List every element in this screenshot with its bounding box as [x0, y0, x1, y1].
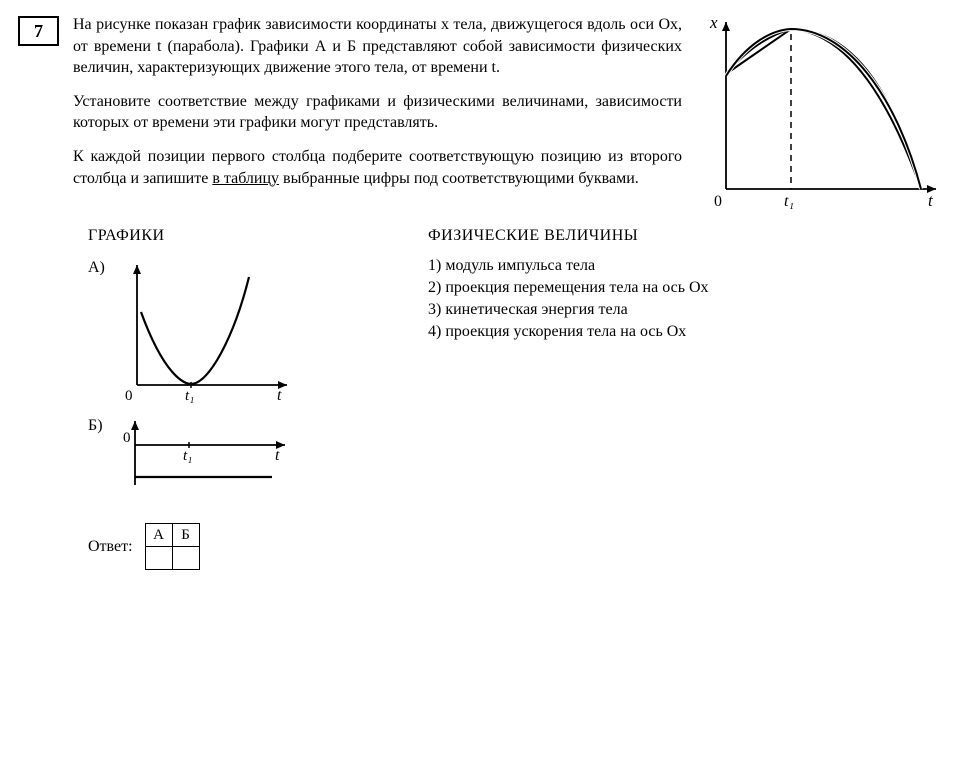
main-graph-origin: 0: [714, 193, 722, 210]
p3-underlined: в таблицу: [212, 170, 279, 187]
graph-A-label: А): [88, 259, 105, 277]
option-2-text: проекция перемещения тела на ось Ox: [445, 279, 708, 296]
main-graph-ylabel: x: [709, 14, 718, 32]
graph-B-label: Б): [88, 417, 103, 435]
option-2: 2) проекция перемещения тела на ось Ox: [428, 279, 946, 297]
main-graph-svg: x 0 t₁ t: [696, 14, 946, 214]
graph-B-origin: 0: [123, 430, 131, 446]
graph-B-xlabel: t: [275, 447, 280, 464]
question-number: 7: [34, 21, 43, 41]
answer-header-A: А: [145, 524, 172, 547]
option-1-text: модуль импульса тела: [445, 257, 595, 274]
graph-B-t1: t₁: [183, 448, 192, 464]
options-list: 1) модуль импульса тела 2) проекция пере…: [428, 257, 946, 341]
answer-cell-A[interactable]: [145, 547, 172, 570]
graph-B-svg: 0 t₁ t: [107, 415, 297, 505]
option-4-text: проекция ускорения тела на ось Ox: [445, 323, 686, 340]
main-graph-xlabel: t: [928, 191, 934, 210]
columns: ГРАФИКИ А) 0 t₁ t Б): [88, 227, 946, 513]
graph-A-xlabel: t: [277, 387, 282, 404]
paragraph-3: К каждой позиции первого столбца подбери…: [73, 146, 682, 189]
graph-A-t1: t₁: [185, 388, 194, 404]
option-1: 1) модуль импульса тела: [428, 257, 946, 275]
option-3-num: 3): [428, 301, 441, 318]
answer-label: Ответ:: [88, 538, 133, 556]
p3-post: выбранные цифры под соответствующими бук…: [279, 170, 639, 187]
option-4: 4) проекция ускорения тела на ось Ox: [428, 323, 946, 341]
main-graph: x 0 t₁ t: [696, 14, 946, 219]
option-3: 3) кинетическая энергия тела: [428, 301, 946, 319]
graph-B-block: Б) 0 t₁ t: [88, 415, 388, 505]
option-3-text: кинетическая энергия тела: [445, 301, 627, 318]
top-row: 7 На рисунке показан график зависимости …: [18, 14, 946, 219]
option-1-num: 1): [428, 257, 441, 274]
graph-A-block: А) 0 t₁ t: [88, 257, 388, 407]
problem-text: На рисунке показан график зависимости ко…: [73, 14, 682, 201]
heading-quantities: ФИЗИЧЕСКИЕ ВЕЛИЧИНЫ: [428, 227, 946, 245]
answer-header-B: Б: [172, 524, 199, 547]
option-4-num: 4): [428, 323, 441, 340]
graph-A-svg: 0 t₁ t: [109, 257, 299, 407]
paragraph-1: На рисунке показан график зависимости ко…: [73, 14, 682, 79]
answer-table: А Б: [145, 523, 200, 570]
paragraph-2: Установите соответствие между графиками …: [73, 91, 682, 134]
graph-A-origin: 0: [125, 388, 133, 404]
graphs-column: ГРАФИКИ А) 0 t₁ t Б): [88, 227, 388, 513]
main-graph-t1: t₁: [784, 193, 794, 210]
heading-graphs: ГРАФИКИ: [88, 227, 388, 245]
answer-row: Ответ: А Б: [88, 523, 946, 570]
option-2-num: 2): [428, 279, 441, 296]
options-column: ФИЗИЧЕСКИЕ ВЕЛИЧИНЫ 1) модуль импульса т…: [428, 227, 946, 513]
answer-cell-B[interactable]: [172, 547, 199, 570]
question-number-box: 7: [18, 16, 59, 46]
